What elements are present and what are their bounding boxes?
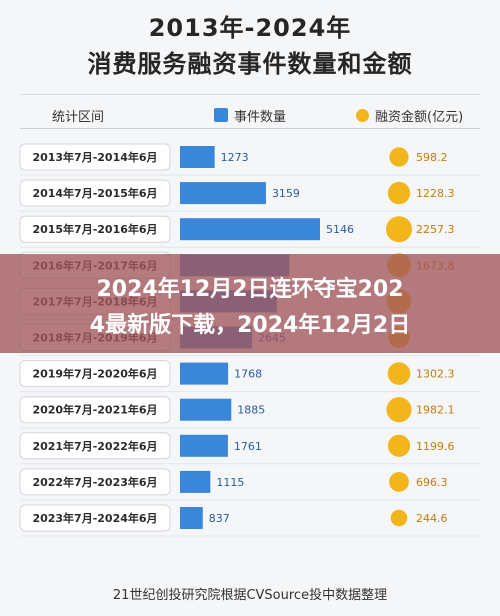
amount-value-label: 1199.6 xyxy=(416,440,455,453)
source-footnote: 21世纪创投研究院根据CVSource投中数据整理 xyxy=(112,588,388,603)
category-pill xyxy=(19,215,171,243)
legend-count-label: 事件数量 xyxy=(234,109,287,125)
period-header-label: 统计区间 xyxy=(52,109,105,125)
amount-bubble xyxy=(390,509,408,527)
header-divider xyxy=(20,128,480,129)
bubble-legend-swatch xyxy=(356,108,369,122)
category-pill xyxy=(19,432,171,460)
category-label: 2019年7月-2020年6月 xyxy=(32,367,157,381)
bar-legend-swatch xyxy=(214,108,228,122)
category-pill xyxy=(19,143,171,171)
category-pill xyxy=(19,504,171,532)
amount-bubble xyxy=(389,147,409,167)
count-bar xyxy=(180,507,203,529)
amount-bubble xyxy=(387,181,411,205)
count-value-label: 3159 xyxy=(272,187,300,200)
amount-value-label: 1228.3 xyxy=(416,187,455,200)
category-label: 2021年7月-2022年6月 xyxy=(32,439,157,453)
count-bar xyxy=(180,182,266,205)
amount-value-label: 696.3 xyxy=(416,476,448,489)
overlay-text-line2: 4最新版下载，2024年12月2日 xyxy=(89,313,411,338)
count-bar xyxy=(180,362,229,385)
count-bar xyxy=(180,470,211,493)
category-label: 2015年7月-2016年6月 xyxy=(32,222,157,236)
amount-value-label: 244.6 xyxy=(416,512,448,525)
amount-bubble xyxy=(386,216,412,243)
category-pill xyxy=(19,360,171,388)
legend-count: 事件数量 xyxy=(214,106,287,125)
category-label: 2013年7月-2014年6月 xyxy=(32,150,157,164)
count-value-label: 1115 xyxy=(216,476,244,489)
count-value-label: 1273 xyxy=(221,151,249,164)
amount-value-label: 1302.3 xyxy=(416,368,455,381)
legend-amount-label: 融资金额(亿元) xyxy=(375,109,464,125)
chart-title-line1: 2013年-2024年 xyxy=(148,14,352,42)
count-bar xyxy=(180,146,215,168)
category-label: 2022年7月-2023年6月 xyxy=(32,475,157,489)
promo-overlay-banner xyxy=(0,254,500,353)
category-pill xyxy=(19,468,171,496)
count-value-label: 1768 xyxy=(234,368,262,381)
category-label: 2020年7月-2021年6月 xyxy=(32,403,157,417)
amount-value-label: 2257.3 xyxy=(416,223,455,236)
count-value-label: 1885 xyxy=(237,404,265,417)
category-pill xyxy=(19,396,171,424)
amount-bubble xyxy=(387,362,411,385)
count-bar xyxy=(180,218,320,241)
category-label: 2023年7月-2024年6月 xyxy=(32,511,157,525)
amount-value-label: 598.2 xyxy=(416,151,448,164)
count-value-label: 1761 xyxy=(234,440,262,453)
count-bar xyxy=(180,434,228,457)
amount-bubble xyxy=(386,397,412,423)
amount-bubble xyxy=(387,434,411,457)
amount-value-label: 1982.1 xyxy=(416,404,455,417)
overlay-text-line1: 2024年12月2日连环夺宝202 xyxy=(96,277,404,302)
period-column-header: 统计区间 xyxy=(52,106,105,125)
legend-amount: 融资金额(亿元) xyxy=(356,106,464,125)
chart-title-line2: 消费服务融资事件数量和金额 xyxy=(87,50,413,78)
category-label: 2014年7月-2015年6月 xyxy=(32,186,157,200)
count-bar xyxy=(180,398,232,421)
amount-bubble xyxy=(389,472,409,492)
category-pill xyxy=(19,179,171,207)
count-value-label: 837 xyxy=(209,512,230,525)
count-value-label: 5146 xyxy=(326,223,354,236)
title-divider xyxy=(20,94,480,95)
